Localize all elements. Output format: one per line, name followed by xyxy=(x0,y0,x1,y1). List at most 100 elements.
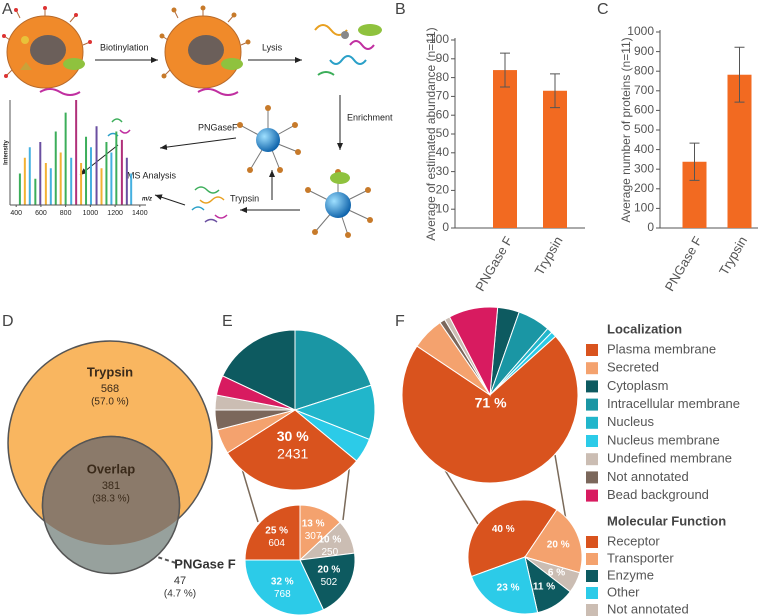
legend-label: Receptor xyxy=(607,533,660,548)
legend-label: Transporter xyxy=(607,550,674,565)
pie-slice xyxy=(244,504,301,561)
glycopeptides xyxy=(107,118,131,137)
slice-count: 2431 xyxy=(277,446,308,462)
arrow xyxy=(154,194,186,206)
legend-swatch xyxy=(586,344,598,356)
panel-label: F xyxy=(395,313,405,330)
set-count: 381 xyxy=(102,480,120,492)
x-tick-label: 600 xyxy=(35,210,47,217)
panel-label: A xyxy=(2,1,13,18)
set-percent: (38.3 %) xyxy=(92,494,130,505)
y-tick-label: 600 xyxy=(634,103,654,117)
cell xyxy=(159,5,251,96)
pie-slice xyxy=(467,499,558,578)
pie-slice xyxy=(215,375,296,411)
panel-label: C xyxy=(597,1,609,18)
slice-label: 10 % xyxy=(318,535,341,546)
legend-title: Localization xyxy=(607,321,682,336)
cell xyxy=(2,6,92,96)
zoom-connector xyxy=(239,454,567,525)
slice-label: 30 % xyxy=(277,428,309,444)
pie-slice xyxy=(294,329,372,411)
legend-label: Enzyme xyxy=(607,567,654,582)
y-tick-label: 60 xyxy=(436,107,450,121)
legend-label: Nucleus membrane xyxy=(607,432,720,447)
y-axis-label: Average of estimated abundance (n=11) xyxy=(424,27,438,240)
error-bar xyxy=(734,46,745,103)
pie-slice xyxy=(221,329,296,411)
set-name: Overlap xyxy=(87,461,135,476)
bead xyxy=(237,105,301,173)
y-tick-label: 50 xyxy=(436,126,450,140)
step-label: Biotinylation xyxy=(100,42,149,52)
x-tick-label: 1400 xyxy=(132,210,148,217)
slice-count: 502 xyxy=(321,577,338,588)
panel-label: B xyxy=(395,1,406,18)
pie-slice xyxy=(401,335,579,484)
legend-swatch xyxy=(586,570,598,582)
legend-swatch xyxy=(586,471,598,484)
set-name: PNGase F xyxy=(174,556,235,571)
legend-swatch xyxy=(586,489,598,502)
y-tick-label: 300 xyxy=(634,161,654,175)
legend-swatch xyxy=(586,553,598,565)
pie-slice xyxy=(524,509,583,574)
legend-label: Cytoplasm xyxy=(607,378,668,393)
legend-label: Plasma membrane xyxy=(607,341,716,356)
error-bar xyxy=(689,142,700,181)
slice-label: 71 % xyxy=(475,394,507,410)
slice-label: 23 % xyxy=(497,583,520,594)
y-tick-label: 10 xyxy=(436,201,450,215)
lysate xyxy=(314,24,382,76)
y-tick-label: 700 xyxy=(634,83,654,97)
slice-label: 20 % xyxy=(547,540,570,551)
slice-count: 250 xyxy=(322,547,339,558)
legend-label: Not annotated xyxy=(607,469,689,484)
legend-label: Not annotated xyxy=(607,601,689,616)
step-label: MS Analysis xyxy=(127,170,177,180)
set-name: Trypsin xyxy=(87,364,133,379)
panel-label: D xyxy=(2,313,14,330)
legend-swatch xyxy=(586,362,598,375)
y-tick-label: 80 xyxy=(436,70,450,84)
legend-swatch xyxy=(586,536,598,548)
y-tick-label: 800 xyxy=(634,63,654,77)
y-tick-label: 1000 xyxy=(627,24,654,38)
y-tick-label: 200 xyxy=(634,181,654,195)
legend-swatch xyxy=(586,380,598,393)
peptides xyxy=(191,186,228,223)
panel-label: E xyxy=(222,313,233,330)
y-tick-label: 40 xyxy=(436,145,450,159)
y-tick-label: 100 xyxy=(429,32,449,46)
legend-swatch xyxy=(586,587,598,599)
slice-label: 25 % xyxy=(265,525,288,536)
slice-count: 604 xyxy=(268,538,285,549)
y-tick-label: 400 xyxy=(634,142,654,156)
set-percent: (4.7 %) xyxy=(164,589,196,600)
step-label: PNGaseF xyxy=(198,122,238,132)
slice-label: 11 % xyxy=(533,581,555,592)
error-bar xyxy=(500,52,510,88)
slice-label: 40 % xyxy=(492,524,515,535)
legend-swatch xyxy=(586,416,598,429)
legend-swatch xyxy=(586,435,598,447)
x-tick-label: PNGase F xyxy=(662,234,705,294)
step-label: Lysis xyxy=(262,42,283,52)
bar xyxy=(493,70,517,228)
y-tick-label: 0 xyxy=(647,220,654,234)
y-tick-label: 500 xyxy=(634,122,654,136)
callout-line xyxy=(144,552,177,564)
legend-label: Nucleus xyxy=(607,414,654,429)
x-tick-label: 1000 xyxy=(83,210,99,217)
slice-label: 6 % xyxy=(548,568,565,579)
y-tick-label: 100 xyxy=(634,201,654,215)
legend-label: Secreted xyxy=(607,360,659,375)
x-tick-label: 400 xyxy=(10,210,22,217)
bar xyxy=(543,90,567,228)
slice-label: 13 % xyxy=(302,518,325,529)
y-tick-label: 20 xyxy=(436,183,450,197)
legend-label: Other xyxy=(607,584,640,599)
pie-slice xyxy=(226,409,358,491)
step-label: Enrichment xyxy=(347,112,393,122)
